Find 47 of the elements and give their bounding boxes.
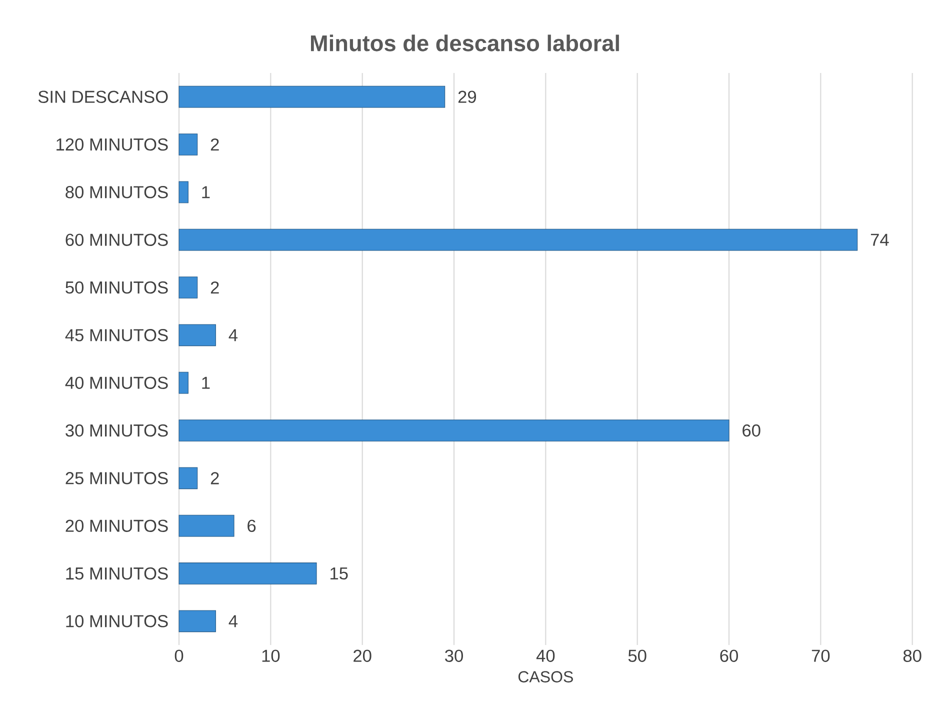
- y-tick-label: 80 MINUTOS: [66, 186, 168, 198]
- bar: [178, 420, 730, 442]
- y-tick-label: 50 MINUTOS: [66, 281, 168, 294]
- data-label: 1: [202, 186, 210, 198]
- bar: [178, 228, 858, 251]
- x-tick-label: 60: [720, 650, 738, 662]
- bar: [178, 181, 188, 204]
- x-tick-label: 40: [536, 650, 555, 662]
- data-label: 29: [458, 90, 476, 103]
- bar: [178, 276, 198, 298]
- y-tick-label: 25 MINUTOS: [66, 472, 168, 484]
- data-label: 1: [202, 376, 210, 389]
- bar: [178, 610, 216, 632]
- y-tick-label: 20 MINUTOS: [66, 520, 168, 532]
- bar: [178, 562, 317, 584]
- y-tick-label: 40 MINUTOS: [65, 376, 168, 389]
- x-tick-label: 0: [174, 650, 184, 662]
- data-label: 15: [330, 567, 348, 580]
- data-label: 6: [248, 520, 256, 532]
- y-tick-label: 30 MINUTOS: [66, 424, 168, 437]
- y-tick-label: 45 MINUTOS: [65, 329, 168, 342]
- x-tick-label: 20: [354, 650, 372, 662]
- data-label: 2: [210, 138, 219, 151]
- y-tick-label: SIN DESCANSO: [38, 90, 168, 103]
- data-label: 4: [228, 615, 238, 628]
- x-tick-label: 30: [445, 650, 463, 662]
- y-tick-label: 15 MINUTOS: [66, 567, 168, 580]
- data-label: 4: [228, 329, 238, 342]
- x-tick-label: 80: [903, 650, 922, 662]
- data-label: 60: [742, 424, 760, 437]
- x-tick-label: 70: [812, 650, 830, 662]
- x-tick-label: 10: [262, 650, 280, 662]
- chart-title: Minutos de descanso laboral: [310, 34, 619, 52]
- x-tick-label: 50: [628, 650, 646, 662]
- y-tick-label: 60 MINUTOS: [66, 234, 168, 246]
- bar: [178, 324, 216, 346]
- bar: [178, 134, 198, 156]
- y-tick-label: 10 MINUTOS: [66, 615, 168, 628]
- y-tick-label: 120 MINUTOS: [56, 138, 168, 151]
- bar: [178, 467, 198, 490]
- bar: [178, 372, 188, 394]
- data-label: 74: [870, 234, 889, 246]
- data-label: 2: [210, 281, 219, 294]
- bar: [178, 86, 446, 108]
- data-label: 2: [210, 472, 219, 484]
- x-axis-title: CASOS: [518, 671, 573, 682]
- bar: [178, 514, 234, 537]
